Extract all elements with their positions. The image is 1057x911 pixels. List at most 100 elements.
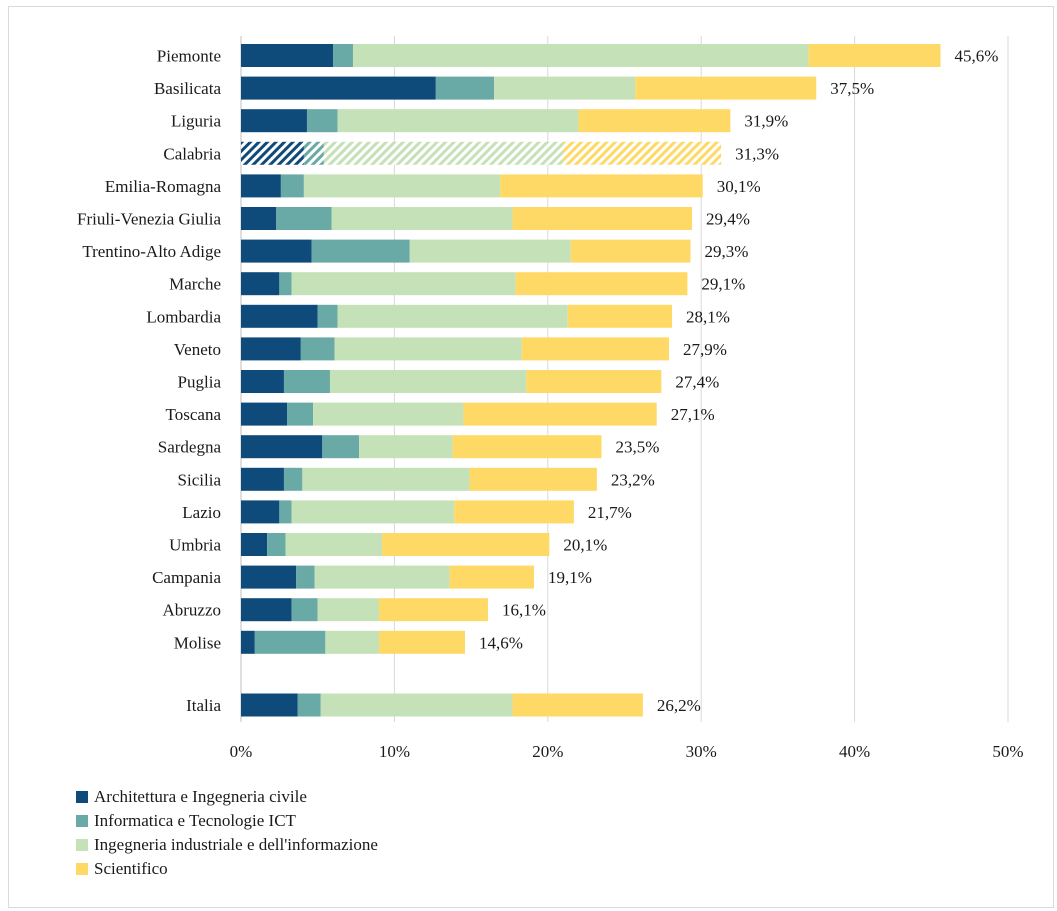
bar-segment [241,402,288,426]
total-label: 31,9% [744,112,788,131]
bar-segment [379,630,465,654]
total-label: 30,1% [717,177,761,196]
bar-segment [241,207,277,230]
bar-segment [512,207,692,230]
bar-segment [578,109,731,133]
legend-label: Scientifico [94,859,168,878]
bar-segment [409,239,571,263]
bar-segment [337,109,579,133]
bar-segment [325,630,380,654]
bar-segment [241,693,298,717]
bar-segment [283,370,330,393]
total-label: 14,6% [479,633,523,652]
bar-segment [635,76,817,100]
category-label: Campania [152,568,221,587]
bar-segment [241,565,297,589]
total-label: 21,7% [588,503,632,522]
bar-segment [329,370,527,393]
total-label: 28,1% [686,307,730,326]
bar-segment [469,467,597,491]
bar-segment [241,304,318,328]
bars [241,44,941,717]
labels: 0% 10% 20% 30% 40% 50% Piemonte 45,6% Basilicata… [77,47,1024,762]
bar-segment [303,141,324,165]
total-label: 26,2% [657,696,701,715]
bar-segment [241,435,323,459]
bar-segment [521,337,669,361]
bar-segment [320,693,513,717]
bar-segment [241,598,292,622]
total-label: 16,1% [502,601,546,620]
chart-frame [8,6,1054,908]
bar-segment [283,467,303,491]
bar-segment [500,174,703,198]
bar-segment [300,337,335,361]
bar-segment [449,565,534,589]
category-label: Umbria [169,536,221,555]
category-label: Piemonte [157,47,221,66]
total-label: 27,4% [675,373,719,392]
bar-segment [435,76,495,100]
tick-label: 10% [379,742,410,761]
bar-segment [334,337,522,361]
total-label: 29,4% [706,210,750,229]
bar-segment [254,630,326,654]
category-label: Liguria [171,112,221,131]
category-label: Emilia-Romagna [105,177,222,196]
bar-segment [279,272,292,296]
bar-segment [352,44,809,67]
bar-segment [296,565,315,589]
bar-segment [331,207,513,230]
bar-segment [306,109,338,133]
bar-segment [291,272,516,296]
legend-item: Architettura e Ingegneria civile [76,785,378,809]
bar-segment [241,500,280,524]
bar-segment [317,598,380,622]
total-label: 20,1% [563,536,607,555]
bar-segment [302,467,470,491]
bar-segment [317,304,338,328]
bar-segment [311,239,410,263]
category-label: Sicilia [178,470,222,489]
bar-segment [515,272,688,296]
bar-segment [279,500,292,524]
bar-segment [303,174,501,198]
bar-segment [241,109,307,133]
legend: Architettura e Ingegneria civile Informat… [76,785,378,881]
bar-segment [241,239,312,263]
total-label: 27,1% [671,405,715,424]
bar-segment [241,467,284,491]
category-label: Lombardia [146,307,221,326]
legend-swatch [76,791,88,803]
legend-swatch [76,815,88,827]
bar-segment [337,304,568,328]
bar-segment [570,239,691,263]
legend-swatch [76,863,88,875]
bar-segment [267,533,286,556]
bar-segment [463,402,657,426]
legend-item: Ingegneria industriale e dell'informazio… [76,833,378,857]
total-label: 29,3% [704,242,748,261]
category-label: Sardegna [158,438,222,457]
bar-segment [359,435,453,459]
bar-segment [563,141,722,165]
category-label: Puglia [178,373,222,392]
legend-swatch [76,839,88,851]
bar-segment [291,500,455,524]
legend-label: Architettura e Ingegneria civile [94,787,307,806]
total-label: 45,6% [955,47,999,66]
legend-label: Ingegneria industriale e dell'informazio… [94,835,378,854]
bar-segment [333,44,353,67]
bar-segment [314,565,450,589]
bar-segment [567,304,673,328]
bar-segment [241,272,280,296]
category-label: Abruzzo [162,601,221,620]
bar-segment [297,693,321,717]
bar-segment [280,174,304,198]
bar-segment [241,174,281,198]
bar-segment [452,435,602,459]
category-label: Toscana [166,405,222,424]
bar-segment [285,533,383,556]
total-label: 37,5% [830,79,874,98]
legend-item: Scientifico [76,857,378,881]
